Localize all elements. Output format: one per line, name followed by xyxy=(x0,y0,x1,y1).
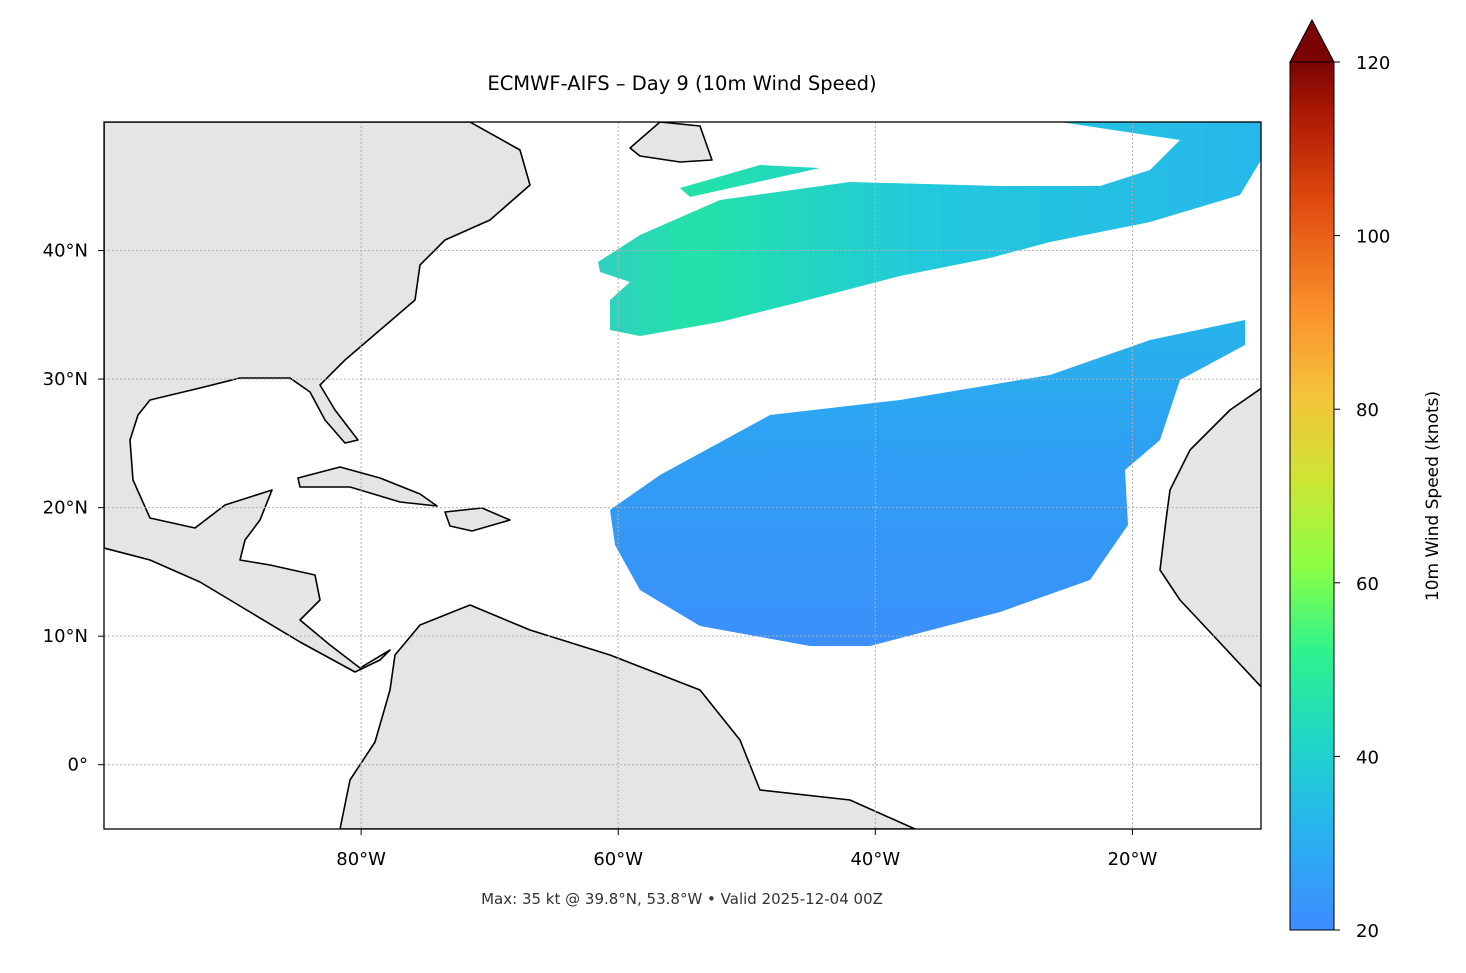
chart-title: ECMWF-AIFS – Day 9 (10m Wind Speed) xyxy=(487,72,876,95)
hispaniola xyxy=(444,507,511,532)
x-tick-label: 20°W xyxy=(1108,849,1158,870)
colorbar-label: 10m Wind Speed (knots) xyxy=(1423,391,1443,601)
colorbar-tick-label: 80 xyxy=(1356,400,1379,421)
colorbar-extend xyxy=(1289,18,1335,63)
plot-frame xyxy=(103,121,1262,830)
footnote: Max: 35 kt @ 39.8°N, 53.8°W • Valid 2025… xyxy=(481,890,883,908)
colorbar-tick-label: 120 xyxy=(1356,53,1390,74)
colorbar-tick-label: 40 xyxy=(1356,747,1379,768)
wind-band-south xyxy=(610,320,1245,646)
y-tick-label: 40°N xyxy=(43,241,88,262)
y-tick-label: 10°N xyxy=(43,626,88,647)
colorbar-tick-label: 20 xyxy=(1356,921,1379,942)
colorbar-tick-label: 60 xyxy=(1356,574,1379,595)
wind-band-north xyxy=(598,122,1261,336)
colorbar-tick-label: 100 xyxy=(1356,227,1390,248)
north-america xyxy=(104,122,531,673)
y-tick-label: 30°N xyxy=(43,369,88,390)
grid xyxy=(104,122,1261,829)
x-tick-label: 80°W xyxy=(336,849,386,870)
y-tick-label: 0° xyxy=(68,755,88,776)
x-tick-label: 60°W xyxy=(593,849,643,870)
cuba xyxy=(297,466,438,507)
y-tick-label: 20°N xyxy=(43,498,88,519)
africa xyxy=(1159,387,1261,688)
colorbar xyxy=(1289,61,1335,931)
map-area xyxy=(104,122,1261,829)
x-tick-label: 40°W xyxy=(850,849,900,870)
newfoundland xyxy=(629,122,713,163)
south-america xyxy=(339,604,916,829)
